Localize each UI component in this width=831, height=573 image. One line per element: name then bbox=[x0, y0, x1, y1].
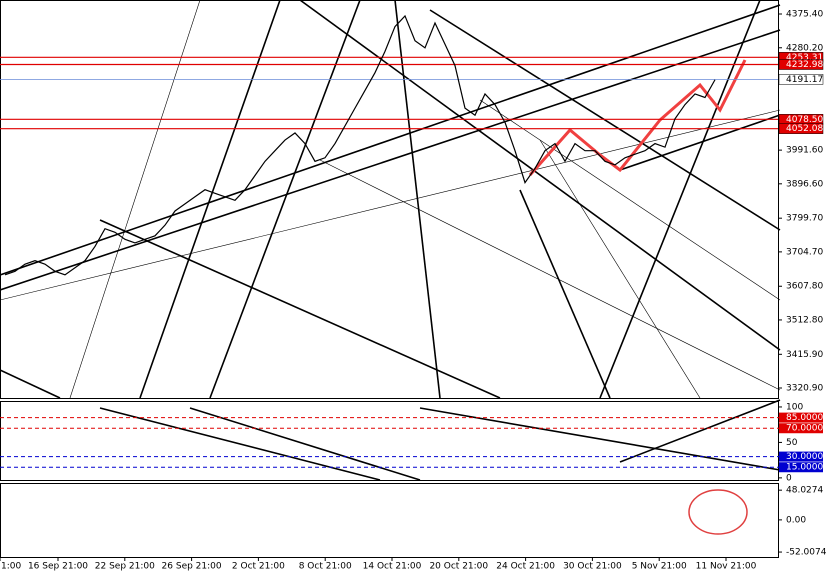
macd-tick-label: 0.00 bbox=[786, 515, 806, 525]
osc-tick-label: 85.0000 bbox=[786, 413, 823, 423]
x-tick-label: 16 Sep 21:00 bbox=[28, 562, 88, 572]
y-tick-label: 3415.90 bbox=[786, 350, 823, 360]
osc-tick-label: 70.0000 bbox=[786, 424, 823, 434]
x-tick-label: 22 Sep 21:00 bbox=[95, 562, 155, 572]
oscillator-panel bbox=[0, 401, 779, 481]
x-tick-label: 5 Nov 21:00 bbox=[632, 562, 687, 572]
macd-tick-label: 48.0274 bbox=[786, 486, 823, 496]
level-box bbox=[778, 74, 824, 85]
forecast-arrows bbox=[528, 59, 747, 176]
price-panel bbox=[0, 0, 779, 399]
y-tick-label: 4280.20 bbox=[786, 43, 823, 53]
price-line bbox=[4, 14, 716, 276]
osc-box bbox=[779, 462, 823, 473]
x-tick-label: 20 Oct 21:00 bbox=[429, 562, 488, 572]
x-tick-label: 30 Oct 21:00 bbox=[563, 562, 622, 572]
y-tick-label: 3991.60 bbox=[786, 146, 823, 156]
level-label: 4232.98 bbox=[786, 60, 823, 70]
x-tick-label: 11 Nov 21:00 bbox=[696, 562, 757, 572]
level-label: 4191.17 bbox=[786, 75, 823, 85]
x-tick-label: 8 Oct 21:00 bbox=[299, 562, 352, 572]
x-tick-label: 26 Sep 21:00 bbox=[162, 562, 222, 572]
x-tick-label: 24 Oct 21:00 bbox=[496, 562, 555, 572]
osc-tick-label: 0 bbox=[786, 473, 792, 483]
x-tick-label: 14 Oct 21:00 bbox=[363, 562, 422, 572]
y-tick-label: 3320.90 bbox=[786, 383, 823, 393]
y-tick-label: 3896.60 bbox=[786, 179, 823, 189]
x-tick-label: 2 Oct 21:00 bbox=[232, 562, 285, 572]
y-tick-label: 4375.40 bbox=[786, 10, 823, 20]
y-tick-label: 3799.70 bbox=[786, 214, 823, 224]
y-tick-label: 3704.70 bbox=[786, 247, 823, 257]
osc-tick-label: 50 bbox=[786, 438, 798, 448]
osc-tick-label: 30.0000 bbox=[786, 452, 823, 462]
osc-box bbox=[779, 423, 823, 434]
osc-box bbox=[779, 412, 823, 423]
level-box bbox=[778, 123, 824, 134]
highlight-circle bbox=[688, 489, 748, 535]
x-tick-label: 1:00 bbox=[1, 562, 21, 572]
osc-tick-label: 100 bbox=[786, 402, 803, 412]
level-label: 4253.31 bbox=[786, 53, 823, 63]
osc-tick-label: 15.0000 bbox=[786, 463, 823, 473]
y-tick-label: 3607.80 bbox=[786, 282, 823, 292]
level-label: 4052.08 bbox=[786, 124, 823, 134]
osc-box bbox=[779, 451, 823, 462]
macd-tick-label: -52.0074 bbox=[786, 548, 827, 558]
trend-lines bbox=[0, 0, 781, 481]
level-box bbox=[778, 59, 824, 70]
y-tick-label: 3512.80 bbox=[786, 315, 823, 325]
macd-panel bbox=[0, 483, 779, 558]
level-label: 4078.50 bbox=[786, 115, 823, 125]
